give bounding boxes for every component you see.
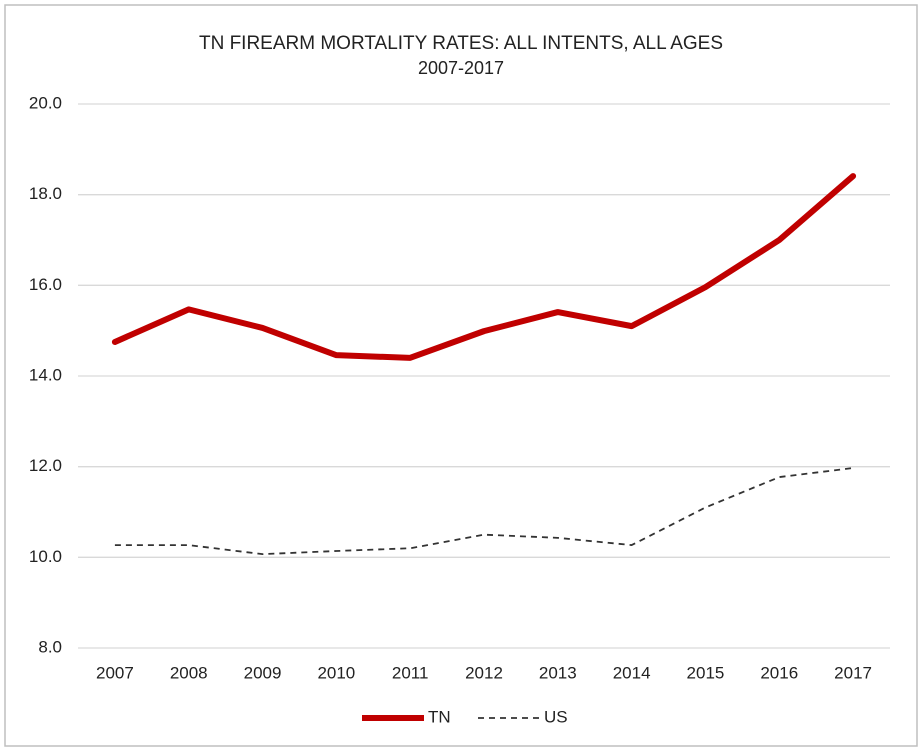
x-tick-label: 2017 [834, 663, 872, 682]
series-line [114, 467, 854, 556]
x-tick-label: 2012 [465, 663, 503, 682]
y-tick-label: 10.0 [29, 547, 62, 566]
y-tick-label: 12.0 [29, 456, 62, 475]
chart-subtitle: 2007-2017 [418, 58, 504, 78]
series-line [111, 173, 857, 361]
x-tick-label: 2015 [687, 663, 725, 682]
x-tick-label: 2010 [317, 663, 355, 682]
legend-label: US [544, 707, 568, 726]
x-tick-label: 2016 [760, 663, 798, 682]
x-tick-label: 2013 [539, 663, 577, 682]
x-tick-label: 2009 [244, 663, 282, 682]
x-tick-label: 2011 [392, 663, 429, 682]
x-tick-label: 2007 [96, 663, 134, 682]
y-tick-label: 8.0 [38, 637, 62, 656]
y-tick-label: 16.0 [29, 275, 62, 294]
legend-label: TN [428, 707, 451, 726]
y-tick-label: 18.0 [29, 184, 62, 203]
x-tick-label: 2008 [170, 663, 208, 682]
chart-title: TN FIREARM MORTALITY RATES: ALL INTENTS,… [199, 33, 723, 54]
x-tick-label: 2014 [613, 663, 651, 682]
y-tick-label: 14.0 [29, 365, 62, 384]
y-tick-label: 20.0 [29, 93, 62, 112]
